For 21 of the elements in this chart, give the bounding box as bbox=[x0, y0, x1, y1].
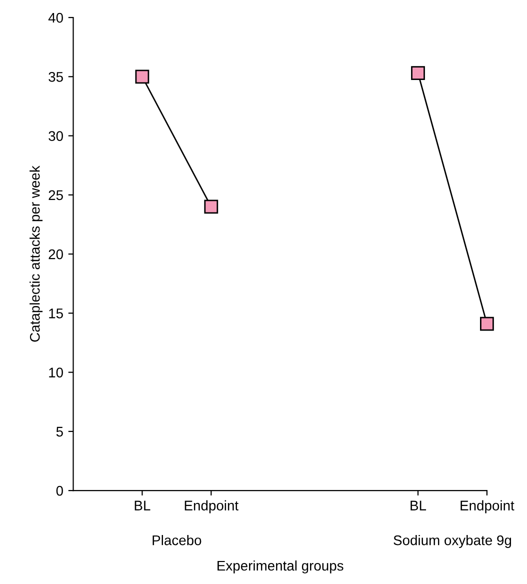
text: Sodium oxybate 9g bbox=[394, 535, 512, 548]
y-tick-label: 30 bbox=[48, 131, 63, 141]
y-tick-label: 25 bbox=[48, 190, 63, 200]
point bbox=[204, 200, 218, 214]
y-axis-title: Cataplectic attacks per week bbox=[30, 166, 43, 342]
x-axis-title: Experimental groups bbox=[218, 560, 344, 574]
y-tick-label: 35 bbox=[48, 72, 63, 82]
x-tick-label: BL bbox=[134, 500, 150, 510]
y-tick-label: 0 bbox=[56, 486, 63, 496]
x-tick-label: BL bbox=[410, 500, 426, 510]
point bbox=[480, 316, 494, 331]
x-tick-label: Endpoint bbox=[184, 500, 238, 514]
y-tick-label: 15 bbox=[49, 308, 63, 318]
x-tick-label: Endpoint bbox=[460, 500, 514, 514]
y-tick-label: 5 bbox=[56, 426, 63, 437]
y-tick-label: 10 bbox=[49, 368, 63, 378]
y-tick-label: 40 bbox=[48, 12, 63, 23]
point bbox=[135, 70, 150, 84]
y-tick-label: 20 bbox=[48, 249, 63, 260]
point bbox=[411, 66, 425, 80]
text: Placebo bbox=[152, 535, 202, 546]
